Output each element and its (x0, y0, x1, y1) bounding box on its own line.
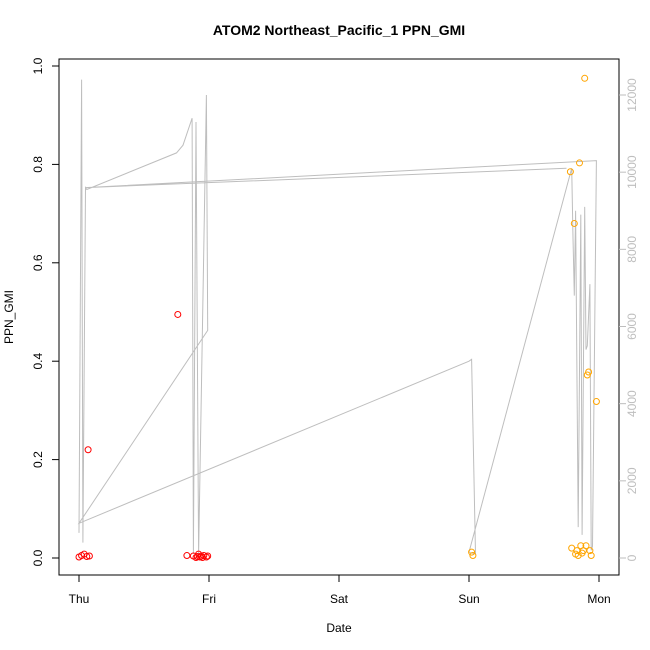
y-tick-label: 0.4 (31, 353, 45, 370)
data-point-red (204, 552, 212, 560)
x-tick-label: Mon (587, 592, 610, 606)
y2-tick-label: 4000 (625, 390, 639, 417)
depth-line-series (77, 79, 597, 555)
y2-tick-label: 0 (625, 554, 639, 561)
data-point-orange (585, 368, 593, 376)
plot-frame (58, 58, 620, 576)
y2-tick-label: 8000 (625, 236, 639, 263)
x-tick-label: Sun (458, 592, 479, 606)
y-tick-label: 0.2 (31, 451, 45, 468)
x-axis-label: Date (326, 621, 352, 635)
data-point-orange (586, 547, 594, 555)
data-point-orange (581, 74, 589, 82)
x-tick-label: Sat (330, 592, 349, 606)
data-point-orange (468, 548, 476, 556)
y-tick-label: 0.8 (31, 156, 45, 173)
y2-tick-label: 2000 (625, 467, 639, 494)
data-point-orange (592, 398, 600, 406)
x-tick-label: Fri (202, 592, 216, 606)
data-point-orange (582, 542, 590, 550)
y-tick-label: 1.0 (31, 57, 45, 74)
y-tick-label: 0.0 (31, 549, 45, 566)
data-point-red (84, 446, 92, 454)
data-point-orange (570, 219, 578, 227)
data-point-red (83, 553, 91, 561)
data-point-orange (566, 168, 574, 176)
data-point-red (174, 310, 182, 318)
y-tick-label: 0.6 (31, 254, 45, 271)
y2-tick-label: 6000 (625, 313, 639, 340)
y2-tick-label: 12000 (625, 78, 639, 112)
data-point-red (183, 552, 191, 560)
data-point-red (202, 553, 210, 561)
y-axis-label: PPN_GMI (2, 290, 16, 344)
x-tick-label: Thu (69, 592, 90, 606)
chart-title: ATOM2 Northeast_Pacific_1 PPN_GMI (213, 22, 465, 38)
data-point-red (85, 552, 93, 560)
data-point-orange (469, 552, 477, 560)
data-point-orange (587, 552, 595, 560)
y2-tick-label: 10000 (625, 155, 639, 189)
data-point-orange (576, 159, 583, 167)
